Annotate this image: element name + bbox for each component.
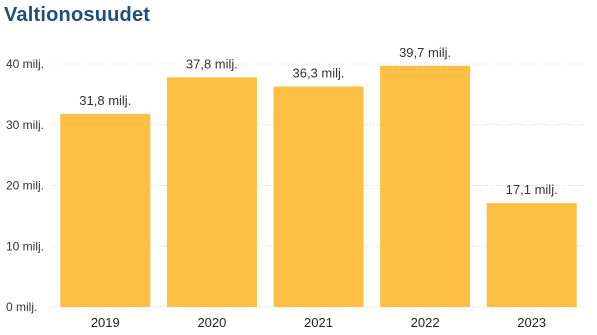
y-tick-label: 40 milj. [6,57,44,71]
data-label: 39,7 milj. [399,45,451,60]
bar [166,77,257,308]
bar [486,203,577,307]
y-tick-label: 20 milj. [6,179,44,193]
x-tick-label: 2022 [411,315,440,330]
y-tick-label: 30 milj. [6,118,44,132]
bar [60,113,151,307]
bar [273,86,364,307]
data-label: 17,1 milj. [506,182,558,197]
chart-title: Valtionosuudet [4,4,151,26]
x-tick-label: 2020 [197,315,226,330]
y-tick-label: 0 milj. [6,300,37,314]
bar [380,65,471,307]
x-tick-label: 2021 [304,315,333,330]
data-label: 36,3 milj. [292,65,344,80]
y-tick-label: 10 milj. [6,239,44,253]
data-label: 31,8 milj. [79,93,131,108]
data-label: 37,8 milj. [186,56,238,71]
x-tick-label: 2019 [91,315,120,330]
x-tick-label: 2023 [517,315,546,330]
